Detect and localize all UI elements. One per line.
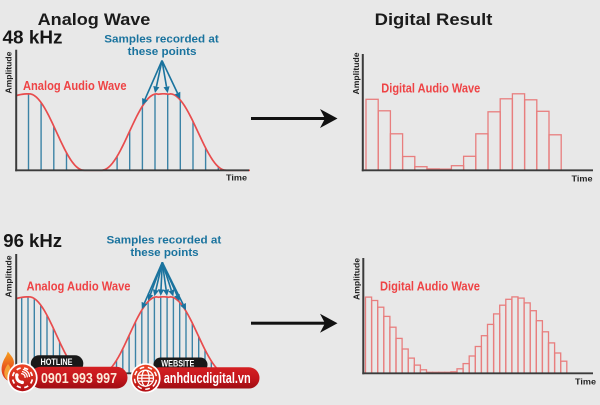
svg-text:Analog Audio Wave: Analog Audio Wave: [23, 79, 127, 93]
svg-text:48 kHz: 48 kHz: [3, 28, 63, 48]
svg-text:these points: these points: [128, 46, 197, 58]
svg-text:96 kHz: 96 kHz: [3, 231, 62, 251]
svg-text:Amplitude: Amplitude: [351, 258, 361, 300]
svg-text:0901 993 997: 0901 993 997: [41, 370, 117, 387]
svg-text:Samples recorded at: Samples recorded at: [106, 234, 221, 246]
svg-text:WEBSITE: WEBSITE: [161, 359, 194, 370]
svg-text:Amplitude: Amplitude: [4, 51, 14, 93]
svg-text:anhducdigital.vn: anhducdigital.vn: [164, 370, 251, 387]
svg-text:Time: Time: [226, 173, 247, 183]
svg-text:Time: Time: [572, 173, 593, 183]
svg-text:HOTLINE: HOTLINE: [41, 357, 73, 368]
svg-text:Digital Result: Digital Result: [375, 10, 493, 29]
svg-text:Analog Wave: Analog Wave: [38, 10, 151, 29]
svg-text:Digital Audio Wave: Digital Audio Wave: [380, 280, 480, 294]
svg-text:Samples recorded at: Samples recorded at: [104, 34, 219, 46]
svg-text:Analog Audio Wave: Analog Audio Wave: [27, 279, 131, 293]
svg-text:Time: Time: [575, 376, 596, 386]
svg-text:Digital Audio Wave: Digital Audio Wave: [381, 81, 480, 95]
svg-text:Amplitude: Amplitude: [351, 52, 361, 94]
svg-text:these points: these points: [130, 247, 198, 259]
svg-text:Amplitude: Amplitude: [4, 255, 14, 297]
